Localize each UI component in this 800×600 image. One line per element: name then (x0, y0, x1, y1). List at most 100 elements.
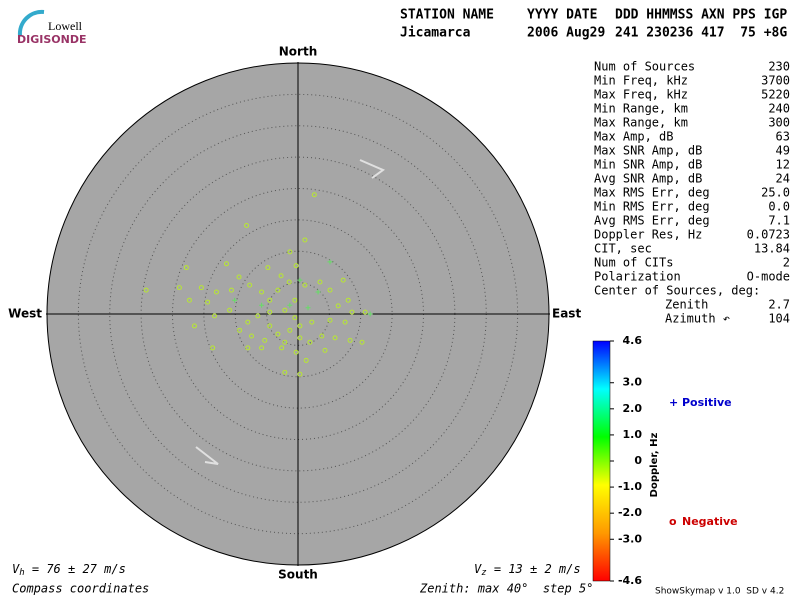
stat-value: 0.0 (768, 200, 790, 214)
vz-text: = 13 ± 2 m/s (487, 562, 581, 576)
source-negative (245, 345, 251, 351)
source-negative (259, 289, 265, 295)
colorbar-tick-label: -1.0 (618, 480, 642, 493)
colorbar-tick-label: 0 (634, 454, 642, 467)
logo-top: Lowell (48, 19, 83, 33)
direction-label: East (552, 307, 581, 321)
source-positive (259, 302, 265, 308)
stat-label: Max RMS Err, deg (594, 186, 710, 200)
source-negative (227, 307, 233, 313)
source-negative (183, 265, 189, 271)
colorbar-tick-label: 3.0 (623, 376, 643, 389)
stat-label: Num of CITs (594, 256, 673, 270)
stat-label: Min RMS Err, deg (594, 200, 710, 214)
source-negative (342, 319, 348, 325)
source-negative (267, 323, 273, 329)
colorbar-label: Doppler, Hz (649, 433, 660, 498)
source-negative (282, 339, 288, 345)
source-negative (286, 279, 292, 285)
stat-label: Num of Sources (594, 60, 695, 74)
stat-label: Doppler Res, Hz (594, 228, 702, 242)
stat-value: 13.84 (754, 242, 790, 256)
source-negative (245, 319, 251, 325)
source-negative (255, 313, 261, 319)
logo-bottom: DIGISONDE (17, 33, 86, 46)
stat-value: O-mode (747, 270, 790, 284)
coordinates: Compass coordinates (12, 582, 149, 596)
source-negative (302, 282, 308, 288)
source-negative (186, 297, 192, 303)
vh-symbol: V (12, 562, 20, 576)
center-label: Zenith (665, 298, 708, 312)
source-negative (198, 285, 204, 291)
colorbar-tick-label: -3.0 (618, 532, 642, 545)
vz-sub: z (481, 568, 486, 578)
source-positive (297, 277, 303, 283)
source-negative (247, 282, 253, 288)
center-value: 104 (768, 312, 790, 326)
stat-label: Max Range, km (594, 116, 688, 130)
source-negative (335, 303, 341, 309)
source-negative (319, 333, 325, 339)
source-negative (210, 345, 216, 351)
stat-label: Avg SNR Amp, dB (594, 172, 702, 186)
source-negative (332, 335, 338, 341)
source-negative (228, 287, 234, 293)
source-negative (265, 265, 271, 271)
zenith-info: Zenith: max 40° step 5° (419, 582, 593, 596)
source-negative (292, 297, 298, 303)
vz-symbol: V (474, 562, 482, 576)
source-positive (367, 311, 373, 317)
stat-value: 7.1 (768, 214, 790, 228)
source-negative (349, 309, 355, 315)
source-negative (345, 297, 351, 303)
stat-label: Min SNR Amp, dB (594, 158, 702, 172)
source-negative (292, 315, 298, 321)
colorbar-tick-label: 4.6 (623, 334, 643, 347)
velocity-arrow (195, 446, 219, 465)
source-negative (287, 249, 293, 255)
source-negative (327, 317, 333, 323)
logo-arc (17, 9, 45, 37)
source-negative (176, 285, 182, 291)
vz: Vz = 13 ± 2 m/s (474, 562, 581, 578)
direction-label: South (278, 568, 318, 582)
stat-value: 0.0723 (747, 228, 790, 242)
stat-value: 63 (776, 130, 790, 144)
source-negative (282, 369, 288, 375)
source-negative (262, 337, 268, 343)
stat-value: 230 (768, 60, 790, 74)
source-negative (259, 345, 265, 351)
colorbar-tick-label: -4.6 (618, 574, 642, 587)
source-negative (212, 313, 218, 319)
stat-value: 300 (768, 116, 790, 130)
header-value: 2006 Aug29 (527, 26, 605, 41)
header-column: YYYY DATE (527, 8, 597, 23)
source-negative (279, 345, 285, 351)
source-negative (191, 323, 197, 329)
version: ShowSkymap v 1.0 SD v 4.2 (655, 587, 784, 597)
stat-value: 25.0 (761, 186, 790, 200)
legend-symbol: o (669, 515, 677, 528)
source-negative (143, 287, 149, 293)
source-negative (347, 337, 353, 343)
stat-value: 240 (768, 102, 790, 116)
source-negative (317, 279, 323, 285)
source-negative (267, 297, 273, 303)
source-negative (302, 237, 308, 243)
source-negative (267, 309, 273, 315)
vh: Vh = 76 ± 27 m/s (12, 562, 126, 578)
stat-label: Max Amp, dB (594, 130, 673, 144)
source-negative (223, 261, 229, 267)
colorbar (592, 340, 611, 582)
source-negative (249, 333, 255, 339)
source-negative (297, 371, 303, 377)
vh-text: = 76 ± 27 m/s (25, 562, 126, 576)
source-negative (359, 339, 365, 345)
source-negative (322, 347, 328, 353)
source-negative (307, 339, 313, 345)
header-value: 241 230236 417 75 +8G (615, 26, 787, 41)
source-negative (275, 287, 281, 293)
source-negative (362, 309, 368, 315)
